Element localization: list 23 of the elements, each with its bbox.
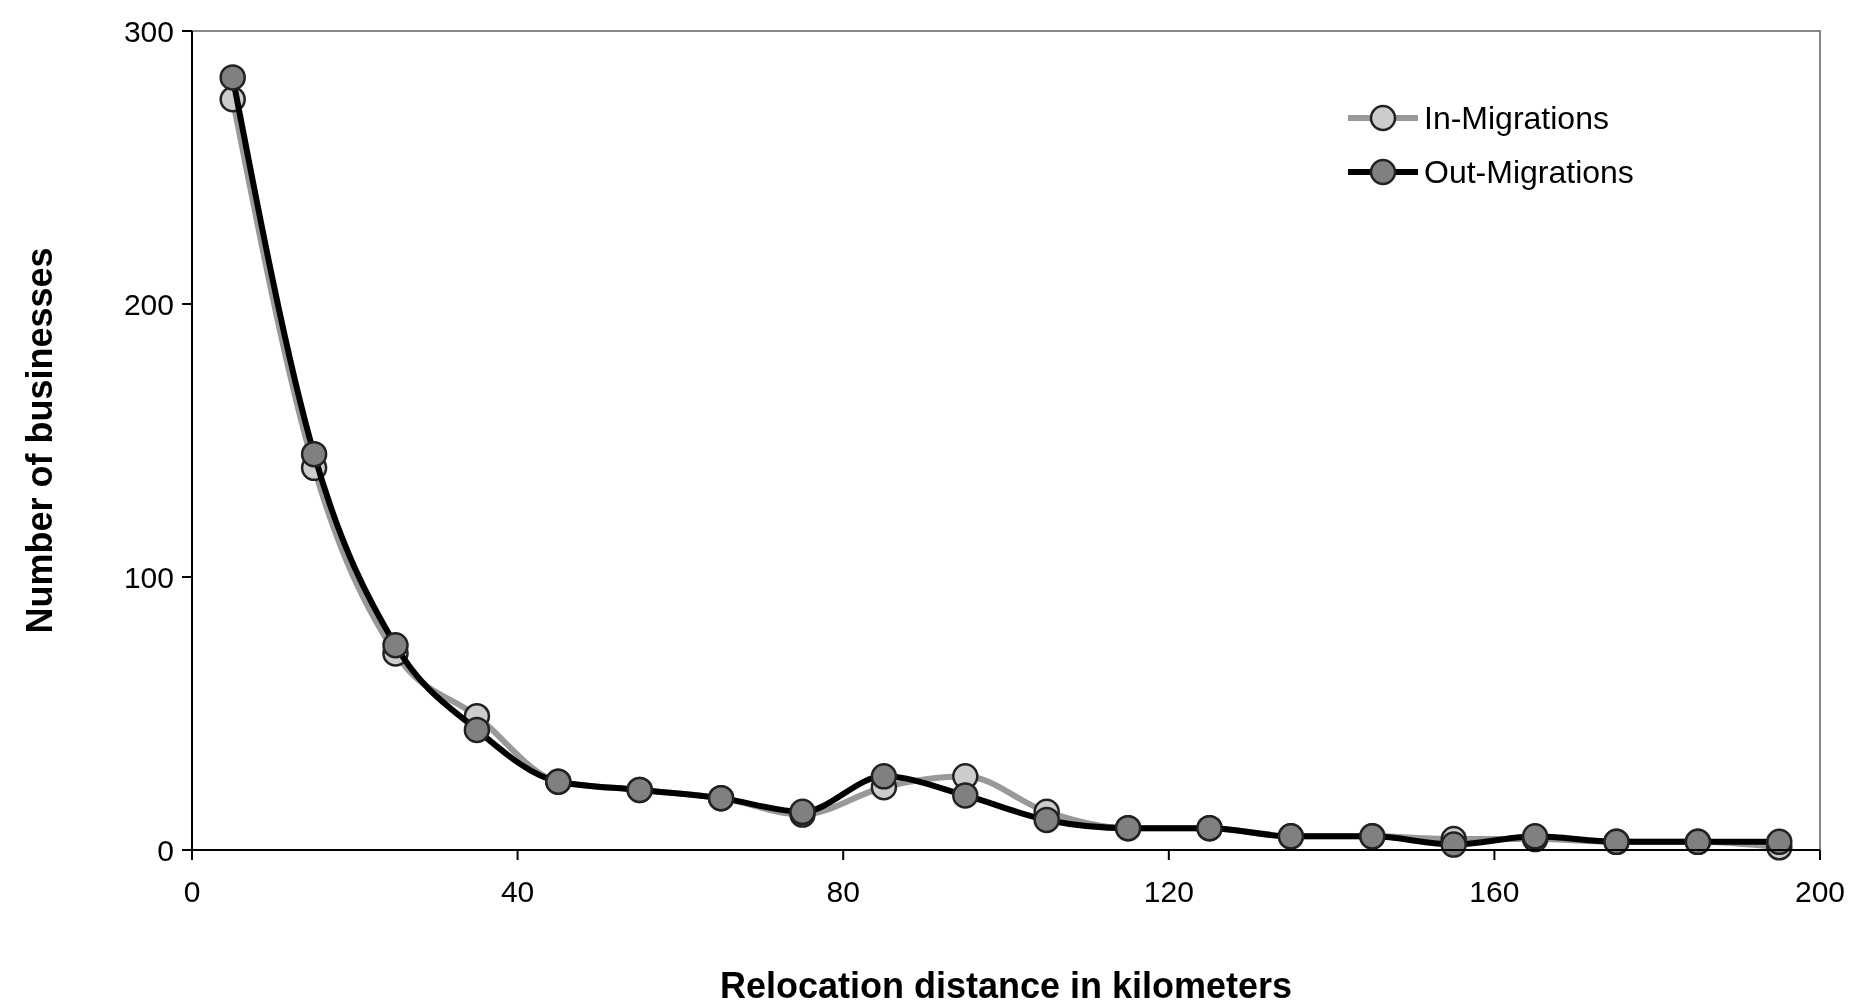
legend-label: In-Migrations [1424, 100, 1609, 137]
x-tick-label: 120 [1143, 875, 1194, 908]
point [1440, 831, 1467, 858]
x-axis-title: Relocation distance in kilometers [719, 965, 1293, 1005]
x-tick-label: 80 [826, 875, 860, 908]
y-tick-label: 100 [123, 560, 174, 594]
point [870, 763, 898, 790]
x-tick-label: 200 [1794, 875, 1846, 908]
legend-label: Out-Migrations [1424, 154, 1634, 191]
y-tick-label: 300 [123, 14, 174, 48]
point [382, 632, 409, 659]
y-axis-title: Number of businesses [19, 247, 60, 634]
point [1033, 806, 1060, 834]
point [952, 782, 979, 809]
x-tick-label: 40 [500, 875, 535, 908]
point [463, 716, 491, 744]
y-tick-label: 200 [123, 287, 174, 321]
point [1766, 828, 1793, 856]
point [219, 64, 246, 91]
x-tick-label: 160 [1469, 875, 1520, 908]
y-tick-label: 0 [157, 833, 174, 867]
point [300, 440, 328, 468]
x-tick-label: 0 [183, 875, 201, 908]
